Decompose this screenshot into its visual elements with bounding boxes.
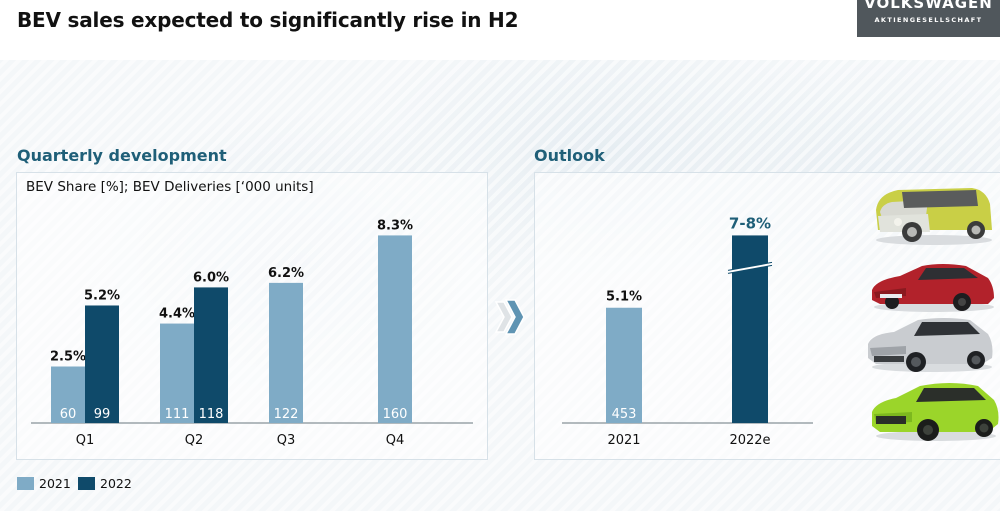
share-label-2021-Q1: 2.5% (50, 350, 86, 365)
deliveries-label-2021-Q2: 111 (165, 407, 190, 422)
skoda-enyaq-coupe-car-image (868, 378, 1000, 448)
share-label-2022-Q2: 6.0% (193, 270, 229, 285)
axis-break-mark (728, 262, 772, 274)
category-label-Q3: Q3 (277, 433, 296, 448)
deliveries-label-2022-Q2: 118 (199, 407, 224, 422)
category-label-Q4: Q4 (386, 433, 405, 448)
quarterly-bar-chart: 2.5% 60 5.2% 99 Q1 4.4% 111 6.0% 118 Q2 6.2% 122 Q3 8… (31, 218, 473, 448)
outlook-section-title: Outlook (534, 146, 605, 165)
legend-swatch-2021 (17, 477, 34, 490)
id5-car-image (864, 314, 996, 378)
axis-break-line-bottom (727, 264, 773, 274)
volkswagen-logo: VOLKSWAGEN AKTIENGESELLSCHAFT (857, 0, 1000, 37)
double-chevron-right-icon (494, 294, 530, 340)
category-label-Q2: Q2 (185, 433, 204, 448)
deliveries-label-2021-Q1: 60 (60, 407, 77, 422)
bar-2022e (732, 235, 768, 423)
bar-2022-Q2 (194, 287, 228, 423)
bar-2022-Q1 (85, 305, 119, 423)
share-label-2021: 5.1% (606, 290, 642, 305)
share-label-2021-Q2: 4.4% (159, 307, 195, 322)
bar-2021-Q4 (378, 235, 412, 423)
logo-subtitle: AKTIENGESELLSCHAFT (874, 16, 983, 24)
legend-label-2021: 2021 (39, 476, 71, 491)
logo-brand: VOLKSWAGEN (864, 0, 993, 12)
legend-item-2022: 2022 (78, 476, 132, 491)
title-bar: BEV sales expected to significantly rise… (0, 0, 1000, 60)
chart-subtitle: BEV Share [%]; BEV Deliveries [‘000 unit… (26, 179, 314, 195)
id-buzz-car-image (868, 180, 996, 252)
porsche-taycan-car-image (866, 258, 998, 318)
page-title: BEV sales expected to significantly rise… (17, 8, 519, 32)
quarterly-chart-panel: BEV Share [%]; BEV Deliveries [‘000 unit… (16, 172, 488, 460)
bar-2021-Q3 (269, 282, 303, 423)
category-label-Q1: Q1 (76, 433, 95, 448)
quarterly-section-title: Quarterly development (17, 146, 227, 165)
share-label-2021-Q4: 8.3% (377, 218, 413, 233)
legend-swatch-2022 (78, 477, 95, 490)
share-label-2021-Q3: 6.2% (268, 266, 304, 281)
deliveries-label-2021: 453 (612, 407, 637, 422)
share-label-2022-Q1: 5.2% (84, 288, 120, 303)
deliveries-label-2021-Q4: 160 (383, 407, 408, 422)
outlook-bar-chart: 5.1% 453 2021 7-8% 2022e (562, 214, 813, 448)
deliveries-label-2022-Q1: 99 (94, 407, 111, 422)
bar-2021-Q2 (160, 323, 194, 423)
bar-2021-Q1 (51, 366, 85, 423)
category-label-2021: 2021 (607, 433, 640, 448)
category-label-2022e: 2022e (729, 433, 770, 448)
deliveries-label-2021-Q3: 122 (274, 407, 299, 422)
legend-item-2021: 2021 (17, 476, 71, 491)
axis-break-line-top (727, 261, 773, 271)
legend-label-2022: 2022 (100, 476, 132, 491)
share-label-2022e: 7-8% (729, 214, 771, 232)
bar-2021 (606, 307, 642, 423)
